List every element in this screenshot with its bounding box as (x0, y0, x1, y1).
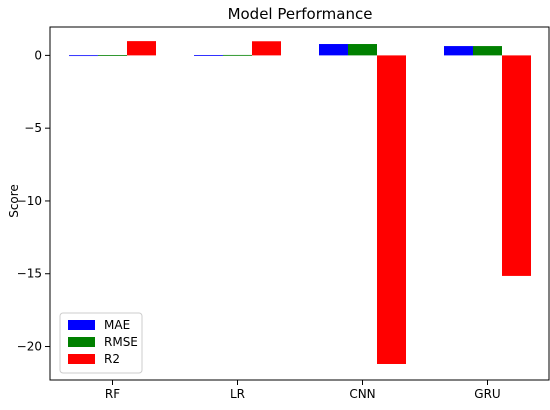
axes-layer: 0 −5 −10 −15 −20 RF LR CNN GRU (17, 26, 550, 401)
bar-mae-gru (444, 46, 473, 56)
bar-r2-cnn (377, 55, 406, 364)
bar-mae-rf (69, 55, 98, 57)
bar-mae-lr (194, 55, 223, 56)
y-tick-label: −5 (24, 121, 42, 135)
bar-mae-cnn (319, 44, 348, 56)
chart-title: Model Performance (228, 5, 373, 23)
legend-swatch-rmse (68, 337, 95, 347)
x-tick-label: GRU (474, 387, 500, 401)
y-axis-label: Score (7, 184, 21, 218)
y-tick-label: −10 (17, 194, 42, 208)
x-tick-label: CNN (349, 387, 375, 401)
bar-rmse-rf (98, 55, 127, 56)
y-tick-label: −15 (17, 267, 42, 281)
legend-label-rmse: RMSE (104, 335, 138, 349)
bar-rmse-lr (223, 54, 252, 56)
legend-swatch-r2 (68, 354, 95, 364)
bar-r2-lr (252, 41, 281, 56)
legend-label-mae: MAE (104, 318, 130, 332)
y-tick-label: −20 (17, 340, 42, 354)
legend: MAE RMSE R2 (59, 312, 143, 374)
bar-rmse-cnn (348, 44, 377, 56)
bar-rmse-gru (473, 46, 502, 56)
bar-r2-gru (502, 55, 531, 276)
legend-swatch-mae (68, 320, 95, 330)
x-tick-label: RF (105, 387, 120, 401)
plot-frame (49, 26, 550, 381)
bar-r2-rf (127, 41, 156, 56)
y-tick-label: 0 (34, 48, 42, 62)
bars-layer (69, 41, 531, 364)
x-tick-label: LR (230, 387, 245, 401)
legend-label-r2: R2 (104, 352, 120, 366)
